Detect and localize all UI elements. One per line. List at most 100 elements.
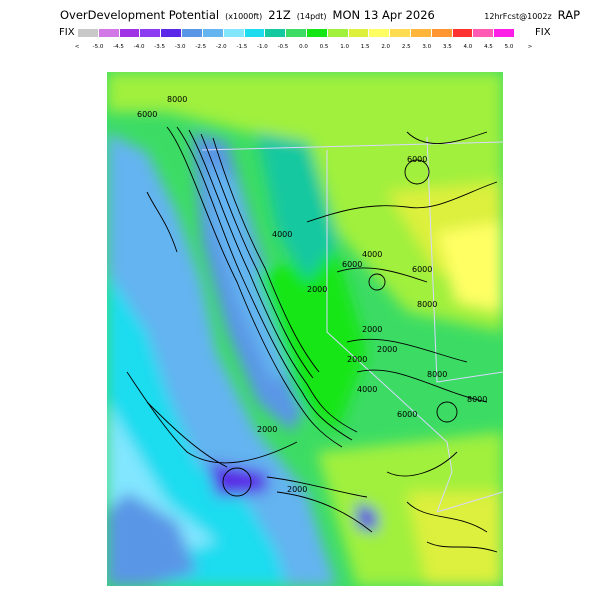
contour-label: 2000 (257, 425, 277, 434)
contour-line (336, 267, 428, 283)
colorbar-cell (431, 29, 453, 37)
shaded-field (107, 72, 503, 586)
forecast-hour: 12hrFcst@1002z (484, 12, 552, 21)
colorbar-cell (140, 29, 162, 37)
colorbar-cell (161, 29, 183, 37)
contour-line (146, 401, 228, 468)
tick-label: 1.5 (360, 44, 370, 50)
contour-line (406, 131, 488, 144)
under-symbol: < (74, 44, 80, 50)
border-ca-or (201, 141, 503, 151)
colorbar (78, 29, 516, 43)
tick-label: -5.0 (92, 44, 104, 50)
contour-line (266, 476, 368, 498)
border-nv-az (436, 491, 503, 513)
over-symbol: > (527, 44, 533, 50)
tick-label: -4.5 (113, 44, 124, 50)
colorbar-cell (473, 29, 495, 37)
contour-label: 8000 (417, 300, 437, 309)
colorbar-cell (286, 29, 307, 37)
colorbar-cell (244, 29, 266, 37)
contour-label: 4000 (357, 385, 377, 394)
colorbar-left-label: FIX (59, 27, 75, 38)
valid-hour: 21Z (268, 8, 291, 22)
tick-label: -2.5 (195, 44, 207, 50)
tick-label: -1.0 (257, 44, 268, 50)
tick-label: 3.0 (422, 44, 432, 50)
model-name: RAP (557, 8, 580, 22)
contour-label: 2000 (287, 485, 307, 494)
colorbar-cell (327, 29, 349, 37)
colorbar-cell (348, 29, 370, 37)
contour-line (406, 501, 488, 533)
contour-label: 4000 (362, 250, 382, 259)
state-boundaries (201, 136, 503, 513)
tick-label: 4.0 (463, 44, 473, 50)
contour-label: 2000 (362, 325, 382, 334)
contour-label: 6000 (137, 110, 157, 119)
contour-line (146, 191, 178, 253)
contour-label: 2000 (377, 345, 397, 354)
contour-label: 8000 (427, 370, 447, 379)
south-yellow-area (407, 492, 503, 586)
colorbar-cell (452, 29, 474, 37)
colorbar-cell (98, 29, 120, 37)
tick-label: 1.0 (340, 44, 349, 50)
contour-line (166, 126, 343, 448)
contour-closed-loop (404, 159, 430, 185)
tick-label: -3.5 (154, 44, 166, 50)
contour-line (386, 451, 458, 477)
north-teal-area (257, 132, 337, 282)
map-title: OverDevelopment Potential (x1000ft) 21Z … (60, 8, 580, 24)
colorbar-cell (390, 29, 411, 37)
contour-label: 8000 (467, 395, 487, 404)
local-time: (14pdt) (296, 12, 327, 21)
contour-label-group: 6000800060004000200040006000600080002000… (137, 95, 487, 494)
colorbar-cell (182, 29, 203, 37)
tick-label: -1.5 (236, 44, 248, 50)
map-panel: 6000 8000 6000 4000 2000 4000 6000 6000 8000 2000… (107, 72, 503, 586)
socal-purple-area (207, 462, 267, 497)
tick-label: 4.5 (484, 44, 493, 50)
tick-label: 5.0 (504, 44, 514, 50)
valid-date: MON 13 Apr 2026 (332, 8, 435, 22)
colorbar-cell (223, 29, 245, 37)
colorbar-ticks: < -5.0 -4.5 -4.0 -3.5 -3.0 -2.5 -2.0 -1.5 -1.0 -0.… (70, 44, 537, 54)
contour-line (306, 181, 498, 223)
contour-label: 6000 (407, 155, 427, 164)
colorbar-cell (119, 29, 141, 37)
tick-label: -4.0 (133, 44, 145, 50)
contour-line (356, 369, 488, 403)
top-yellowgreen-area (107, 72, 503, 142)
tick-label: 0.5 (319, 44, 329, 50)
contour-closed-loop (222, 467, 252, 497)
contour-line (176, 126, 353, 441)
contour-line (346, 338, 468, 363)
contour-closed-loop (436, 401, 458, 423)
map-plot: 6000800060004000200040006000600080002000… (107, 72, 503, 586)
contour-line (188, 129, 358, 433)
colorbar-right-label: FIX (535, 27, 551, 38)
colorbar-cell (411, 29, 432, 37)
contour-label: 6000 (412, 265, 432, 274)
tick-label: 0.0 (299, 44, 308, 50)
contour-label: 4000 (272, 230, 292, 239)
contour-line (126, 371, 298, 464)
colorbar-cell (369, 29, 391, 37)
tick-label: 2.5 (401, 44, 411, 50)
contour-line (276, 491, 373, 533)
tick-label: -2.0 (215, 44, 227, 50)
contour-label: 6000 (342, 260, 362, 269)
sierra-green-area (257, 252, 367, 432)
contour-label: 2000 (347, 355, 367, 364)
contour-label: 8000 (167, 95, 187, 104)
contour-closed-loop (368, 273, 386, 291)
east-pale-yellow-area (437, 222, 503, 312)
border-nv-ut (426, 136, 503, 383)
tick-label: 3.5 (442, 44, 452, 50)
colorbar-cell (78, 29, 99, 37)
tick-label: -3.0 (174, 44, 186, 50)
contour-lines (126, 126, 498, 553)
valley-light-area (207, 162, 292, 382)
colorbar-cell (494, 29, 516, 37)
